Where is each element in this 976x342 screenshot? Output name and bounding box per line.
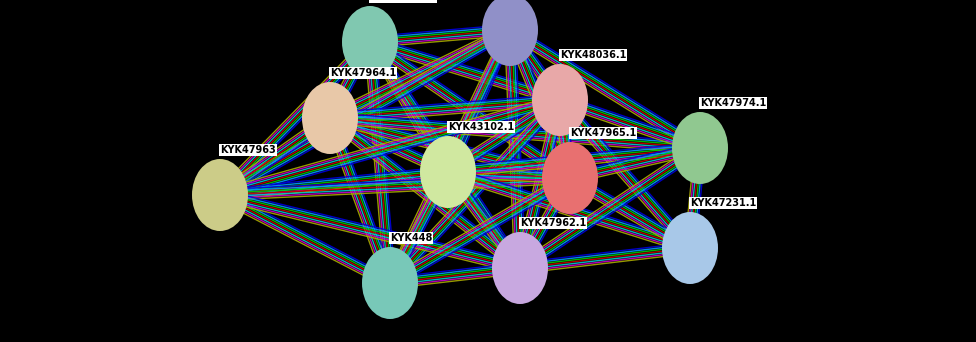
Text: KYK47962.1: KYK47962.1 — [520, 218, 587, 228]
Ellipse shape — [542, 142, 598, 214]
Ellipse shape — [532, 64, 588, 136]
Ellipse shape — [420, 136, 476, 208]
Text: KYK43102.1: KYK43102.1 — [448, 122, 514, 132]
Text: KYK45732.1: KYK45732.1 — [370, 0, 436, 2]
Ellipse shape — [192, 159, 248, 231]
Ellipse shape — [342, 6, 398, 78]
Ellipse shape — [492, 232, 548, 304]
Text: KYK47965.1: KYK47965.1 — [570, 128, 636, 138]
Text: KYK448: KYK448 — [390, 233, 432, 243]
Text: KYK47964.1: KYK47964.1 — [330, 68, 396, 78]
Text: KYK47963: KYK47963 — [220, 145, 276, 155]
Ellipse shape — [362, 247, 418, 319]
Text: KYK48036.1: KYK48036.1 — [560, 50, 627, 60]
Ellipse shape — [662, 212, 718, 284]
Ellipse shape — [482, 0, 538, 66]
Text: KYK47974.1: KYK47974.1 — [700, 98, 766, 108]
Text: KYK47231.1: KYK47231.1 — [690, 198, 756, 208]
Ellipse shape — [672, 112, 728, 184]
Ellipse shape — [302, 82, 358, 154]
